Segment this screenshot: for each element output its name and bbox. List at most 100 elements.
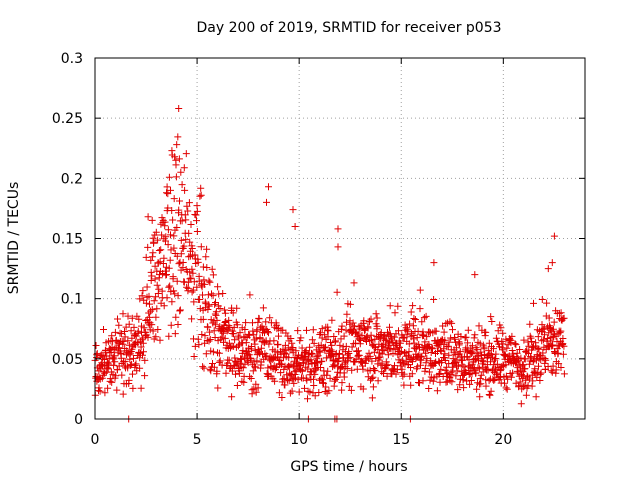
data-point [275, 332, 282, 340]
data-point [331, 362, 339, 370]
data-point [193, 228, 201, 235]
data-point [175, 260, 183, 268]
data-point [464, 339, 472, 347]
data-point [139, 287, 147, 295]
data-point [400, 381, 408, 389]
data-point [201, 280, 209, 288]
data-point [345, 382, 353, 390]
data-point [205, 302, 213, 310]
data-point [149, 249, 157, 257]
data-point [227, 344, 234, 352]
data-point [352, 355, 360, 363]
data-point [176, 306, 184, 314]
data-point [480, 358, 488, 366]
data-point [555, 360, 563, 368]
data-point [212, 299, 219, 306]
data-point [173, 252, 181, 260]
data-point [172, 313, 180, 321]
data-point [395, 327, 402, 335]
data-point [535, 362, 542, 370]
data-point [145, 292, 153, 300]
data-point [516, 378, 524, 386]
data-point [490, 377, 498, 384]
data-point [212, 308, 220, 316]
data-point [396, 339, 404, 347]
data-point [125, 341, 133, 349]
data-point [298, 367, 306, 375]
data-point [552, 366, 560, 374]
data-point [185, 199, 193, 207]
data-point [452, 338, 459, 346]
data-point [164, 204, 172, 212]
data-point [252, 380, 260, 388]
data-point [432, 327, 440, 335]
data-point [322, 354, 330, 362]
data-point [335, 357, 343, 365]
data-point [369, 383, 377, 391]
data-point [291, 368, 299, 376]
data-point [559, 335, 567, 342]
data-point [209, 360, 216, 367]
data-point [409, 322, 417, 330]
data-point [487, 313, 495, 321]
data-point [416, 305, 424, 313]
data-point [322, 343, 329, 351]
data-point [198, 331, 206, 338]
data-point [421, 338, 429, 346]
data-point [118, 371, 126, 379]
data-point [233, 321, 241, 329]
data-point [436, 346, 444, 354]
x-tick-label: 10 [290, 432, 308, 448]
data-point [187, 221, 195, 228]
data-point [164, 241, 172, 249]
data-point [150, 238, 158, 246]
data-point [110, 352, 118, 360]
data-point [102, 346, 110, 354]
data-point [430, 296, 438, 303]
data-point [200, 364, 208, 372]
data-point [182, 150, 190, 158]
x-tick-label: 20 [494, 432, 512, 448]
data-point [161, 218, 169, 226]
data-point [148, 321, 156, 329]
data-point [473, 346, 481, 354]
data-point [233, 382, 241, 389]
data-point [304, 395, 311, 403]
data-point [271, 377, 279, 385]
data-point [425, 368, 433, 376]
data-point [368, 394, 376, 402]
data-point [221, 334, 229, 342]
data-point [315, 389, 323, 396]
data-point [143, 283, 151, 291]
data-point [338, 379, 346, 387]
data-point [436, 378, 444, 386]
data-point [530, 299, 537, 307]
data-point [219, 290, 227, 297]
data-point [522, 391, 530, 399]
data-point [185, 229, 193, 237]
data-point [433, 387, 441, 395]
data-point [281, 381, 289, 389]
data-point [183, 283, 191, 291]
data-point [188, 265, 196, 273]
data-point [458, 356, 466, 364]
data-point [405, 348, 413, 356]
data-point [229, 309, 237, 317]
data-point [497, 366, 505, 374]
data-point [178, 217, 186, 225]
data-point [423, 333, 431, 341]
data-point [368, 375, 376, 382]
data-point [197, 191, 205, 199]
data-point [157, 246, 165, 254]
data-point [119, 340, 127, 348]
data-point [323, 371, 331, 379]
data-point [460, 384, 468, 392]
data-point [136, 364, 144, 372]
data-point [294, 327, 302, 335]
data-point [158, 231, 166, 239]
data-point [526, 332, 534, 340]
data-point [214, 283, 222, 291]
data-point [240, 378, 248, 386]
data-point [354, 330, 362, 338]
data-point [550, 232, 558, 240]
